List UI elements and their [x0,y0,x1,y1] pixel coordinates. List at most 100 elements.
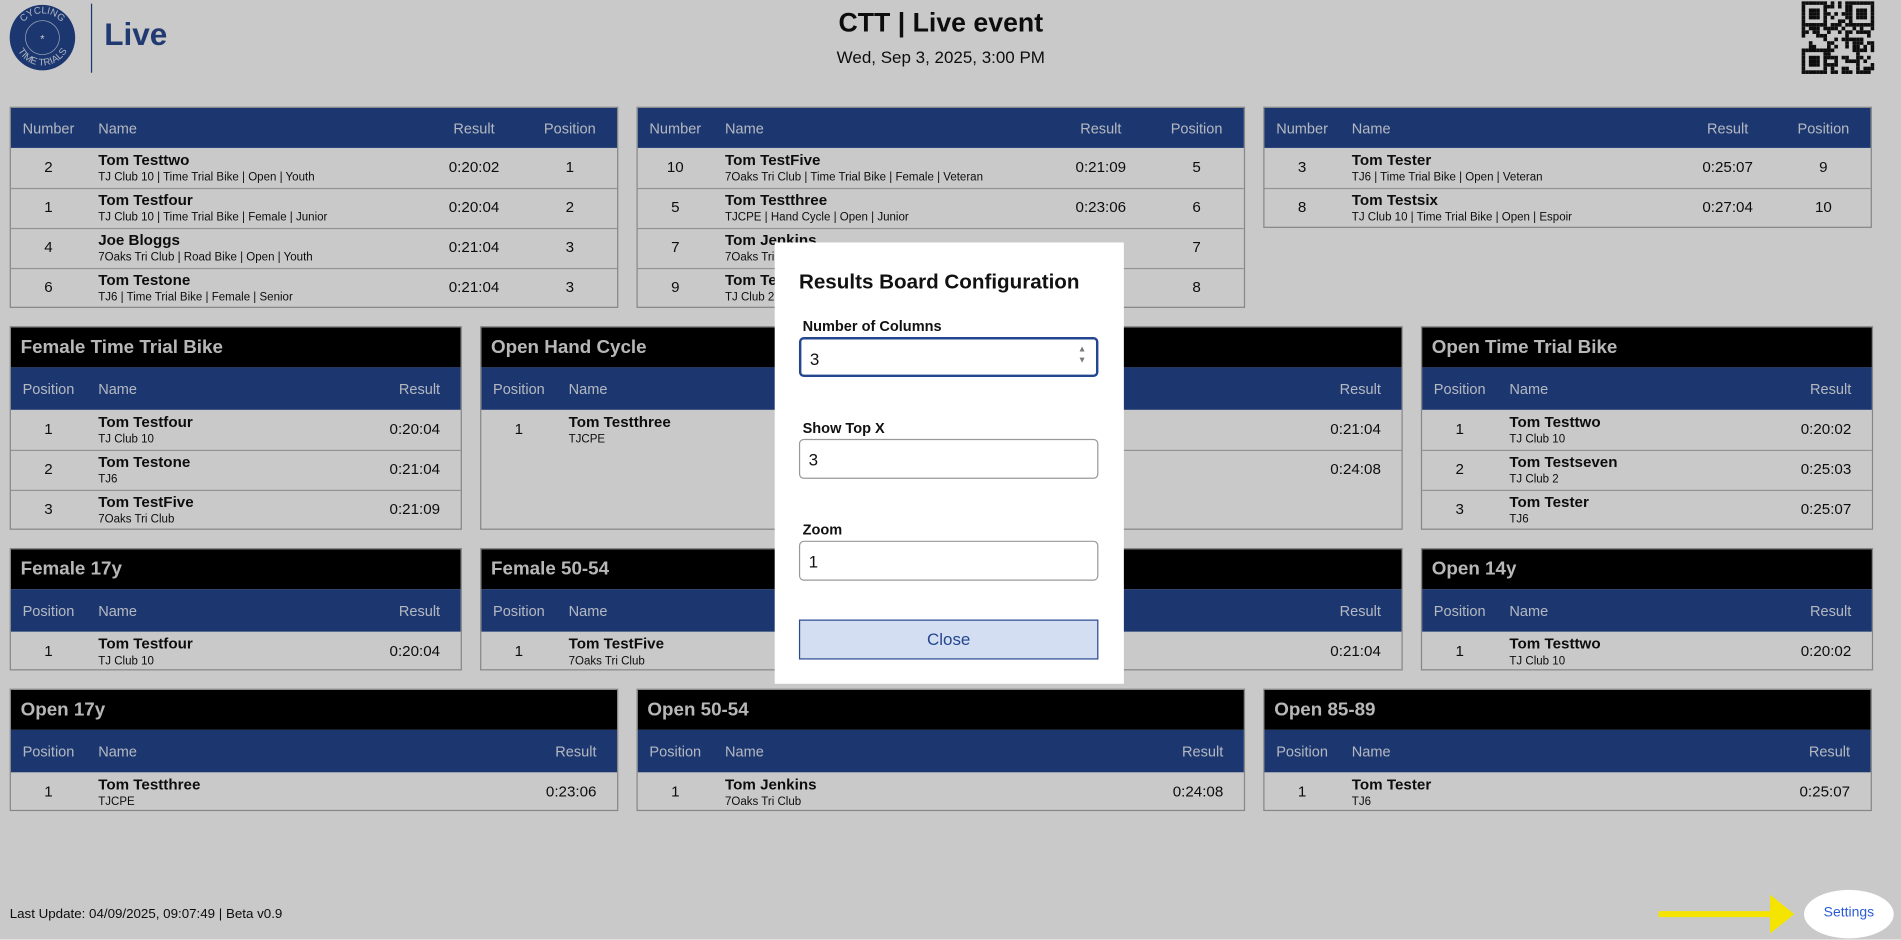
rider-name: Tom Testthree [568,413,671,431]
result-time: 0:21:09 [389,500,441,518]
rider-name: Tom Testfour [98,413,193,431]
rider-position: 3 [565,278,575,296]
number-input[interactable]: 3 [798,438,1099,479]
column-header: Position [649,743,702,761]
column-header: Name [1351,743,1391,761]
result-time: 0:21:04 [448,238,500,256]
rider-name: Tom Testtwo [98,151,190,169]
rider-position: 2 [44,460,53,478]
column-header: Position [1797,120,1850,137]
rider-club: TJCPE [568,432,606,447]
column-header: Name [1351,120,1391,137]
category-panel: Female Time Trial Bike Position Name Result… [9,326,462,530]
rider-name: Tom Testthree [724,191,828,209]
column-header: Number [649,120,702,137]
category-panel: Female 17y Position Name Result 1 Tom Testfou… [9,547,462,671]
category-title-bar [10,549,461,590]
rider-position: 9 [1819,158,1828,176]
modal-title: Results Board Configuration [798,270,1080,294]
results-table: Number Name Result Position 3 Tom Tester TJ6 |… [1263,106,1872,228]
rider-details: 7Oaks Tri Club | Time Trial Bike | Femal… [724,170,983,185]
rider-position: 3 [44,500,53,518]
result-time: 0:25:03 [1800,460,1852,478]
column-header: Result [1810,602,1852,620]
category-title: Open 17y [20,699,106,721]
result-time: 0:25:07 [1800,500,1852,518]
rider-position: 1 [671,783,680,801]
column-header: Result [1339,602,1381,620]
spinner: ▲ ▼ [1077,345,1087,365]
category-title: Open Time Trial Bike [1431,337,1618,358]
column-header: Result [398,602,441,620]
number-input[interactable]: 3 ▲ ▼ [798,337,1099,378]
field-label: Zoom [802,521,843,539]
rider-club: TJ6 [1509,512,1529,527]
table-header [1264,729,1871,773]
rider-name: Tom Tester [1351,775,1432,793]
row-divider [10,187,618,190]
rider-name: Tom Testfour [98,191,193,209]
rider-details: 7Oaks Tri [724,250,775,265]
number-input[interactable]: 1 [798,540,1099,581]
results-table: Number Name Result Position 10 Tom TestFive 7O… [636,106,1246,308]
rider-details: TJ6 | Time Trial Bike | Female | Senior [98,290,293,305]
rider-club: TJ Club 10 [1509,654,1566,669]
column-header: Name [98,602,138,620]
rider-details: TJ Club 10 | Time Trial Bike | Female | … [98,210,328,225]
rider-club: TJ Club 10 [98,654,154,669]
close-button[interactable]: Close [798,619,1099,660]
column-header: Result [453,120,495,137]
rider-position: 2 [1455,460,1464,478]
result-time: 0:23:06 [1075,198,1127,216]
rider-number: 4 [44,238,53,256]
row-divider [10,489,461,492]
rider-position: 1 [44,642,53,660]
rider-position: 1 [1455,420,1464,438]
rider-number: 10 [666,158,684,176]
column-header: Name [568,380,608,398]
category-title: Open 85-89 [1274,699,1376,721]
rider-number: 8 [1297,198,1307,216]
column-header: Result [555,743,597,761]
row-divider [951,449,1402,452]
rider-name: Tom TestFive [568,635,665,653]
category-title: Female Time Trial Bike [20,337,223,358]
category-title-bar [10,327,461,368]
table-header [10,589,461,632]
annotation [1658,889,1894,939]
input-value: 3 [808,449,819,470]
column-header: Result [1706,120,1749,137]
rider-name: Tom Tester [1351,151,1432,169]
rider-name: Tom Jenkins [724,775,817,793]
table-header [10,367,461,410]
row-divider [637,187,1244,190]
column-header: Position [22,380,75,398]
category-title-bar [1422,327,1872,368]
rider-position: 3 [565,238,575,256]
category-title: Female 50-54 [491,558,610,580]
row-divider [1422,489,1872,492]
results-table: Number Name Result Position 2 Tom Testtwo TJ C… [9,106,619,308]
rider-name: Tom TestFive [98,493,194,511]
result-time: 0:24:08 [1330,460,1381,478]
result-time: 0:21:04 [1330,642,1381,660]
field-label: Show Top X [802,419,885,437]
column-header: Position [492,380,545,398]
column-header: Position [543,120,596,137]
result-time: 0:21:04 [1330,420,1381,438]
category-panel: Open 50-54 Position Name Result 1 Tom Jenkins… [636,688,1246,812]
column-header: Name [98,743,138,761]
rider-name: Tom TestFive [724,151,821,169]
result-time: 0:24:08 [1172,783,1224,801]
rider-position: 5 [1192,158,1201,176]
qr-code [1801,1,1875,74]
column-header: Position [492,602,545,620]
settings-link[interactable]: Settings [1823,905,1875,921]
rider-details: TJ Club 10 | Time Trial Bike | Open | Es… [1351,210,1573,225]
rider-club: TJ6 [98,472,118,487]
rider-number: 5 [671,198,680,216]
rider-number: 6 [44,278,53,296]
rider-position: 1 [1455,642,1464,660]
table-header [1422,589,1872,632]
